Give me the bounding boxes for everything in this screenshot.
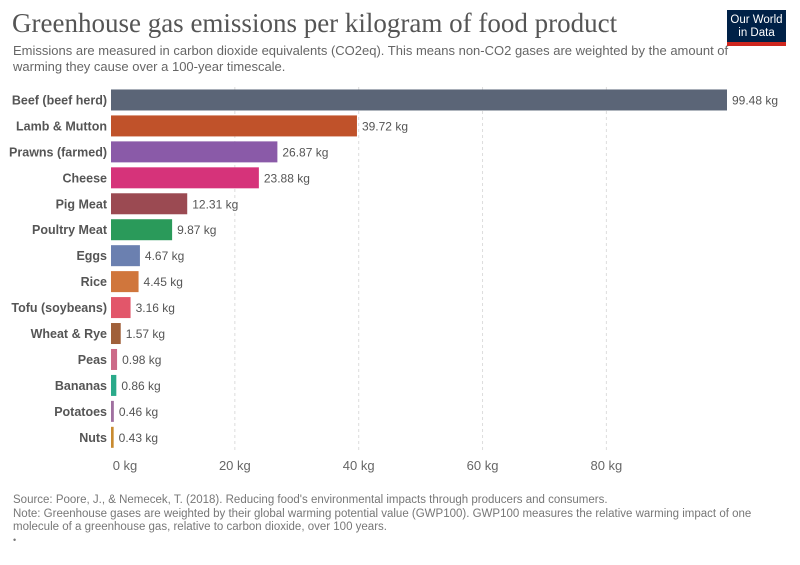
bar[interactable] — [111, 297, 131, 319]
value-label: 4.45 kg — [144, 275, 183, 289]
category-label: Lamb & Mutton — [16, 119, 107, 133]
category-label: Cheese — [63, 171, 108, 185]
category-label: Wheat & Rye — [31, 327, 107, 341]
category-label: Prawns (farmed) — [9, 145, 107, 159]
methodology-note: Note: Greenhouse gases are weighted by t… — [13, 507, 752, 534]
value-label: 0.98 kg — [122, 353, 161, 367]
value-label: 3.16 kg — [136, 301, 175, 315]
owid-logo[interactable]: Our World in Data — [727, 10, 786, 46]
x-axis-ticks: 0 kg 20 kg 40 kg 60 kg 80 kg — [113, 458, 623, 473]
bar[interactable] — [111, 193, 188, 215]
chart-subtitle: Emissions are measured in carbon dioxide… — [13, 43, 729, 74]
value-label: 4.67 kg — [145, 249, 184, 263]
bar[interactable] — [111, 374, 117, 396]
category-label: Pig Meat — [56, 197, 108, 211]
category-label: Eggs — [76, 249, 107, 263]
logo-line-2: in Data — [738, 27, 775, 39]
bar[interactable] — [111, 89, 727, 111]
value-label: 0.43 kg — [119, 431, 158, 445]
source-note: Source: Poore, J., & Nemecek, T. (2018).… — [13, 494, 608, 506]
gridlines — [234, 87, 607, 450]
bar[interactable] — [111, 426, 114, 448]
bar[interactable] — [111, 141, 278, 163]
category-label: Tofu (soybeans) — [11, 301, 107, 315]
chart-footer: Source: Poore, J., & Nemecek, T. (2018).… — [13, 494, 798, 545]
category-label: Bananas — [55, 379, 107, 393]
logo-line-1: Our World — [730, 14, 783, 26]
bar[interactable] — [111, 167, 259, 189]
category-label: Nuts — [79, 431, 107, 445]
bars: Beef (beef herd) 99.48 kg Lamb & Mutton 39.… — [9, 89, 778, 448]
bar[interactable] — [111, 115, 357, 137]
x-tick-label: 40 kg — [343, 458, 375, 473]
bar[interactable] — [111, 271, 139, 293]
category-label: Rice — [81, 275, 107, 289]
bar-chart: Beef (beef herd) 99.48 kg Lamb & Mutton 39.… — [9, 87, 778, 473]
category-label: Poultry Meat — [32, 223, 108, 237]
value-label: 0.86 kg — [121, 379, 160, 393]
bar[interactable] — [111, 245, 140, 267]
value-label: 1.57 kg — [126, 327, 165, 341]
category-label: Potatoes — [54, 405, 107, 419]
x-tick-label: 20 kg — [219, 458, 251, 473]
category-label: Beef (beef herd) — [12, 93, 107, 107]
bar[interactable] — [111, 400, 114, 422]
x-tick-label: 0 kg — [113, 458, 138, 473]
x-tick-label: 80 kg — [590, 458, 622, 473]
value-label: 99.48 kg — [732, 93, 778, 107]
value-label: 39.72 kg — [362, 119, 408, 133]
value-label: 9.87 kg — [177, 223, 216, 237]
bar[interactable] — [111, 323, 121, 345]
chart-title: Greenhouse gas emissions per kilogram of… — [12, 8, 618, 38]
value-label: 26.87 kg — [282, 145, 328, 159]
bar[interactable] — [111, 348, 118, 370]
category-label: Peas — [78, 353, 107, 367]
bar[interactable] — [111, 219, 173, 241]
value-label: 0.46 kg — [119, 405, 158, 419]
footer-mark: • — [13, 534, 17, 545]
value-label: 23.88 kg — [264, 171, 310, 185]
value-label: 12.31 kg — [192, 197, 238, 211]
x-tick-label: 60 kg — [467, 458, 499, 473]
